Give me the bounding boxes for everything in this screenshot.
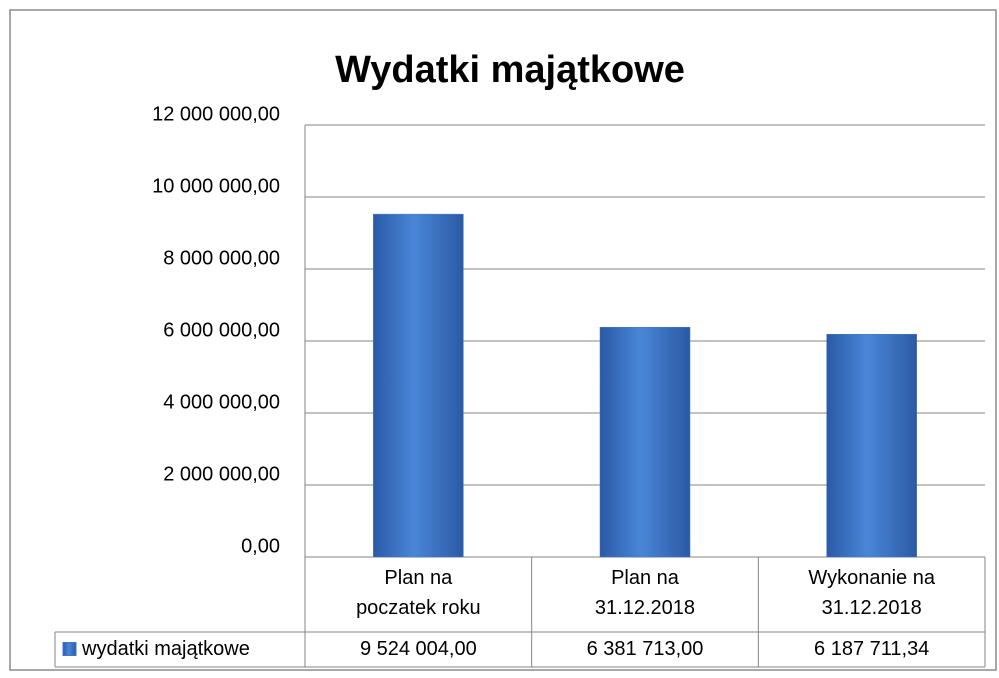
legend-marker	[62, 642, 77, 656]
value-label: 6 187 711,34	[814, 638, 929, 660]
bar	[599, 327, 691, 558]
y-tick-label: 0,00	[241, 535, 280, 557]
bar	[826, 333, 917, 558]
y-tick-label: 12 000 000,00	[152, 103, 280, 125]
y-tick-label: 10 000 000,00	[152, 175, 280, 197]
y-tick-label: 2 000 000,00	[163, 463, 280, 485]
value-label: 9 524 004,00	[360, 638, 477, 660]
category-label: Plan na poczatek roku	[356, 567, 481, 619]
chart-title: Wydatki majątkowe	[335, 49, 685, 91]
legend-label: wydatki majątkowe	[81, 638, 250, 660]
y-tick-label: 8 000 000,00	[163, 247, 280, 269]
bar	[373, 213, 464, 558]
value-label: 6 381 713,00	[587, 638, 704, 660]
y-tick-label: 6 000 000,00	[163, 319, 280, 341]
category-label: Wykonanie na 31.12.2018	[808, 567, 935, 619]
category-label: Plan na 31.12.2018	[594, 567, 696, 619]
y-tick-label: 4 000 000,00	[163, 391, 280, 413]
